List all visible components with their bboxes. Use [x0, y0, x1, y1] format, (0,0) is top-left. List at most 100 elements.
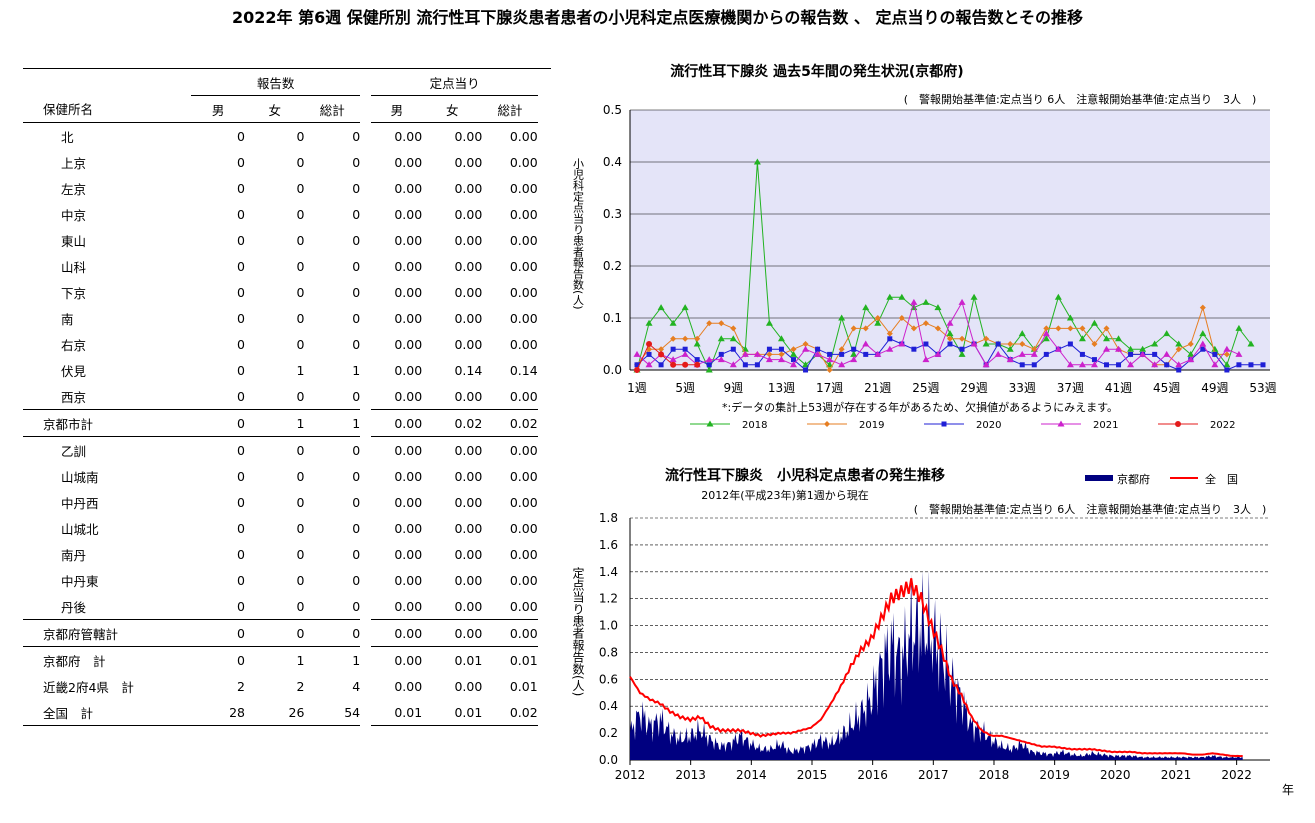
chart2-xtick: 2015 [797, 768, 828, 782]
spacer [360, 383, 371, 410]
data-point-2021 [1006, 356, 1014, 363]
data-point-2019 [766, 351, 773, 358]
legend-label-2020: 2020 [976, 420, 1001, 431]
spacer [360, 253, 371, 279]
data-point-2020 [803, 367, 809, 373]
table-row: 京都府管轄計 0 0 0 0.00 0.00 0.00 [23, 619, 551, 647]
chart1-xtick: 53週 [1249, 381, 1276, 395]
data-point-2019 [1079, 325, 1086, 332]
data-point-2020 [1260, 362, 1266, 368]
row-value: 0.00 [371, 619, 423, 647]
row-value: 0.00 [394, 546, 423, 562]
row-value: 0.00 [454, 284, 483, 300]
row-value: 54 [304, 699, 361, 726]
page-title: 2022年 第6週 保健所別 流行性耳下腺炎患者患者の小児科定点医療機関からの報… [231, 8, 1084, 27]
data-point-2019 [838, 346, 845, 353]
data-point-2018 [1139, 345, 1147, 352]
data-point-2020 [670, 346, 676, 352]
row-name: 全国 計 [23, 699, 192, 726]
data-point-2019 [1199, 304, 1206, 311]
data-point-2021 [1187, 356, 1195, 363]
data-point-2019 [1067, 325, 1074, 332]
row-value: 0.00 [394, 362, 423, 378]
row-value: 0 [244, 619, 305, 647]
data-point-2018 [717, 335, 725, 342]
trend-chart: 流行性耳下腺炎 小児科定点患者の発生推移 2012年(平成23年)第1週から現在… [571, 467, 1294, 797]
data-point-2020 [1128, 351, 1134, 357]
data-point-2018 [970, 293, 978, 300]
row-value: 0.00 [454, 678, 483, 694]
chart2-ytick: 1.8 [599, 511, 618, 525]
row-name: 近畿2府4県 計 [43, 679, 134, 695]
spacer [360, 673, 371, 699]
row-value: 0.00 [394, 494, 423, 510]
row-value: 0 [237, 128, 245, 144]
spacer [538, 463, 551, 489]
chart2-title: 流行性耳下腺炎 小児科定点患者の発生推移 [665, 467, 945, 484]
row-value: 0.00 [371, 409, 423, 437]
chart1-xtick: 45週 [1153, 381, 1180, 395]
data-point-2019 [802, 341, 809, 347]
row-value: 0 [352, 494, 361, 510]
data-point-2022 [694, 361, 701, 368]
chart2-xlabel: 年 [1282, 783, 1294, 797]
chart1-xtick: 9週 [723, 381, 743, 395]
spacer [360, 699, 371, 726]
data-point-2021 [934, 350, 942, 357]
table-row: 南 0 0 0 0.00 0.00 0.00 [23, 305, 551, 331]
spacer [360, 305, 371, 331]
spacer [360, 201, 371, 227]
data-point-2021 [838, 361, 846, 368]
data-point-2018 [1115, 335, 1123, 342]
chart1-ytick: 0.3 [603, 207, 622, 221]
row-value: 0 [352, 336, 361, 352]
row-value: 1 [244, 409, 305, 437]
chart2-xtick: 2016 [857, 768, 888, 782]
table-row: 山科 0 0 0 0.00 0.00 0.00 [23, 253, 551, 279]
row-value: 0 [296, 258, 305, 274]
chart2-ytick: 0.0 [599, 753, 618, 767]
data-point-2018 [886, 293, 894, 300]
data-point-2021 [946, 319, 954, 326]
legend-marker-2021 [1057, 420, 1065, 427]
row-value: 0.00 [394, 232, 423, 248]
data-point-2020 [959, 346, 965, 352]
data-point-2021 [1211, 361, 1219, 368]
row-value: 0 [237, 388, 245, 404]
chart1-xtick: 17週 [816, 381, 843, 395]
row-value: 0 [237, 310, 245, 326]
spacer [360, 410, 371, 437]
data-point-2019 [706, 320, 713, 327]
data-point-2021 [1090, 361, 1098, 368]
data-point-2021 [814, 350, 822, 357]
row-value: 0.00 [509, 206, 538, 222]
chart2-ytick: 1.6 [599, 538, 618, 552]
data-point-2018 [1042, 335, 1050, 342]
row-value: 0.00 [509, 336, 538, 352]
data-point-2018 [1187, 350, 1195, 357]
spacer [538, 201, 551, 227]
row-value: 0 [296, 598, 305, 614]
row-value: 0 [237, 258, 245, 274]
chart2-ytick: 1.4 [599, 565, 618, 579]
data-point-2020 [911, 346, 917, 352]
row-value: 0.00 [394, 598, 423, 614]
chart2-subtitle: 2012年(平成23年)第1週から現在 [701, 488, 869, 502]
data-point-2020 [887, 336, 893, 342]
data-point-2021 [729, 361, 737, 368]
table-row: 丹後 0 0 0 0.00 0.00 0.00 [23, 593, 551, 620]
spacer [360, 175, 371, 201]
spacer [360, 437, 371, 464]
table-row: 左京 0 0 0 0.00 0.00 0.00 [23, 175, 551, 201]
row-value: 0 [352, 572, 361, 588]
legend-marker-2020 [941, 421, 947, 427]
row-value: 0 [352, 284, 361, 300]
row-name: 中京 [61, 207, 87, 223]
row-value: 0.00 [509, 180, 538, 196]
data-point-2018 [765, 319, 773, 326]
legend-label-kyoto: 京都府 [1117, 472, 1150, 486]
row-value: 0 [296, 572, 305, 588]
row-value: 0.01 [422, 699, 483, 726]
report-table: 報告数 定点当り 保健所名 男 女 総計 男 女 総計 北 0 0 0 0.00 0.00… [23, 68, 551, 726]
spacer [538, 357, 551, 383]
